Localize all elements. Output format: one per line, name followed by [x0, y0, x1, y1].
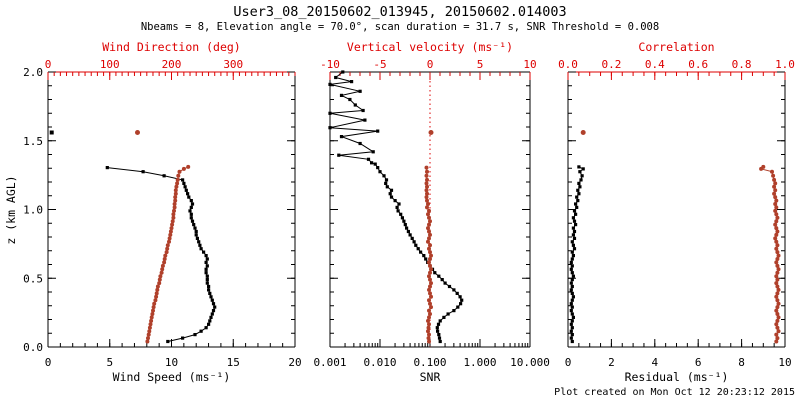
snr-axis-label: SNR: [419, 370, 441, 384]
tick-label: 1.0: [23, 204, 43, 217]
tick-label: 0.4: [645, 58, 665, 71]
tick-label: 0.100: [413, 356, 446, 369]
tick-label: 0: [427, 58, 434, 71]
tick-label: 0.8: [732, 58, 752, 71]
tick-label: 0.001: [313, 356, 346, 369]
tick-label: 0.0: [558, 58, 578, 71]
creation-timestamp: Plot created on Mon Oct 12 20:23:12 2015: [554, 387, 795, 398]
series-vertical-velocity: [424, 130, 434, 344]
series-wind-speed: [49, 130, 217, 344]
series-snr-profile: [328, 70, 464, 344]
tick-label: 5: [106, 356, 113, 369]
series-residual: [569, 165, 585, 344]
residual-axis-label: Residual (ms⁻¹): [624, 370, 729, 384]
tick-label: 10: [778, 356, 791, 369]
tick-label: 2: [608, 356, 615, 369]
tick-label: 15: [227, 356, 240, 369]
tick-label: -5: [373, 58, 386, 71]
tick-label: 10: [523, 58, 536, 71]
tick-label: 200: [162, 58, 182, 71]
tick-label: 6: [695, 356, 702, 369]
tick-label: 0: [45, 356, 52, 369]
tick-label: 0.0: [23, 341, 43, 354]
panel-snr: 0.001 0.010 0.100 1.000 10.000 -10 -5 0 5 10: [313, 58, 549, 369]
tick-label: 0.2: [601, 58, 621, 71]
tick-label: 20: [288, 356, 301, 369]
tick-label: 0.010: [363, 356, 396, 369]
tick-label: 10.000: [510, 356, 550, 369]
vertical-velocity-axis-title: Vertical velocity (ms⁻¹): [346, 40, 514, 54]
panel-wind: 0.00.51.01.52.00 5 10 15 200 100 200 300: [23, 58, 302, 369]
wind-speed-axis-label: Wind Speed (ms⁻¹): [112, 370, 231, 384]
y-axis-label: z (km AGL): [4, 175, 18, 245]
tick-label: 5: [477, 58, 484, 71]
tick-label: 0: [565, 356, 572, 369]
figure-subtitle: Nbeams = 8, Elevation angle = 70.0°, sca…: [140, 21, 660, 33]
tick-label: 2.0: [23, 66, 43, 79]
tick-label: 100: [100, 58, 120, 71]
tick-label: 4: [651, 356, 658, 369]
tick-label: -10: [320, 58, 340, 71]
series-wind-direction: [135, 130, 191, 344]
panel-residual: 0 2 4 6 8 10 0.0 0.2 0.4 0.6 0.8 1.0: [558, 58, 795, 369]
figure-title: User3_08_20150602_013945, 20150602.01400…: [233, 4, 567, 20]
series-correlation: [580, 130, 781, 344]
correlation-axis-title: Correlation: [638, 40, 715, 54]
tick-label: 300: [223, 58, 243, 71]
tick-label: 0.5: [23, 272, 43, 285]
wind-direction-axis-title: Wind Direction (deg): [102, 40, 241, 54]
tick-label: 0.6: [688, 58, 708, 71]
tick-label: 8: [738, 356, 745, 369]
tick-label: 0: [45, 58, 52, 71]
tick-label: 10: [165, 356, 178, 369]
tick-label: 1.000: [463, 356, 496, 369]
tick-label: 1.0: [775, 58, 795, 71]
tick-label: 1.5: [23, 135, 43, 148]
